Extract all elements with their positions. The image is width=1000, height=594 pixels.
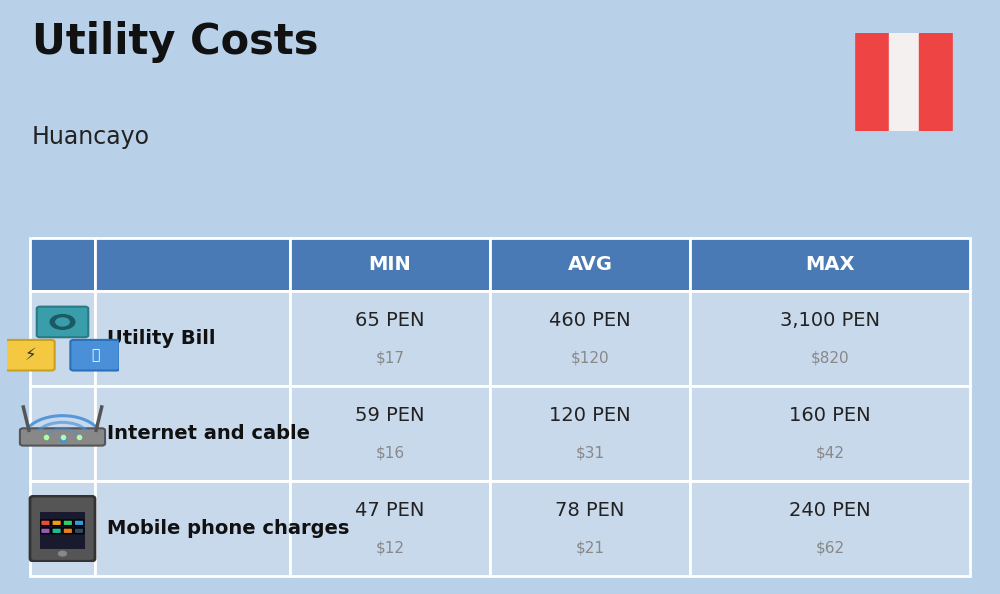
- FancyBboxPatch shape: [41, 520, 50, 526]
- Text: $42: $42: [816, 446, 844, 461]
- Text: 160 PEN: 160 PEN: [789, 406, 871, 425]
- FancyBboxPatch shape: [30, 238, 95, 291]
- FancyBboxPatch shape: [690, 238, 970, 291]
- Text: MIN: MIN: [369, 255, 411, 274]
- FancyBboxPatch shape: [95, 386, 290, 481]
- Text: ⚡: ⚡: [24, 346, 36, 364]
- Text: 78 PEN: 78 PEN: [555, 501, 625, 520]
- FancyBboxPatch shape: [5, 340, 55, 371]
- FancyBboxPatch shape: [490, 481, 690, 576]
- Text: AVG: AVG: [568, 255, 612, 274]
- FancyBboxPatch shape: [30, 481, 95, 576]
- FancyBboxPatch shape: [74, 528, 84, 533]
- Text: 65 PEN: 65 PEN: [355, 311, 425, 330]
- Text: Huancayo: Huancayo: [32, 125, 150, 148]
- Text: $12: $12: [376, 541, 404, 556]
- Text: 💧: 💧: [91, 348, 99, 362]
- FancyBboxPatch shape: [690, 291, 970, 386]
- Text: 47 PEN: 47 PEN: [355, 501, 425, 520]
- FancyBboxPatch shape: [690, 386, 970, 481]
- Text: MAX: MAX: [805, 255, 855, 274]
- Bar: [855, 33, 889, 131]
- FancyBboxPatch shape: [37, 307, 88, 337]
- FancyBboxPatch shape: [63, 520, 73, 526]
- Text: 460 PEN: 460 PEN: [549, 311, 631, 330]
- Text: $17: $17: [376, 350, 404, 366]
- Bar: [919, 33, 953, 131]
- Text: $62: $62: [815, 541, 845, 556]
- FancyBboxPatch shape: [95, 481, 290, 576]
- FancyBboxPatch shape: [41, 528, 50, 533]
- FancyBboxPatch shape: [63, 528, 73, 533]
- FancyBboxPatch shape: [70, 340, 120, 371]
- Text: $21: $21: [576, 541, 604, 556]
- Circle shape: [50, 315, 75, 329]
- FancyBboxPatch shape: [290, 291, 490, 386]
- Text: $31: $31: [575, 446, 605, 461]
- Text: Internet and cable: Internet and cable: [107, 424, 310, 443]
- FancyBboxPatch shape: [290, 386, 490, 481]
- FancyBboxPatch shape: [30, 496, 95, 561]
- Text: Utility Costs: Utility Costs: [32, 21, 318, 63]
- Text: Utility Bill: Utility Bill: [107, 329, 216, 348]
- FancyBboxPatch shape: [52, 520, 61, 526]
- FancyBboxPatch shape: [490, 238, 690, 291]
- Text: $120: $120: [571, 350, 609, 366]
- Bar: [40, 512, 85, 549]
- Text: 240 PEN: 240 PEN: [789, 501, 871, 520]
- Bar: [889, 33, 919, 131]
- Circle shape: [56, 318, 69, 326]
- FancyBboxPatch shape: [30, 386, 95, 481]
- Text: 3,100 PEN: 3,100 PEN: [780, 311, 880, 330]
- Text: $16: $16: [375, 446, 405, 461]
- FancyBboxPatch shape: [290, 481, 490, 576]
- FancyBboxPatch shape: [95, 291, 290, 386]
- FancyBboxPatch shape: [852, 29, 956, 135]
- FancyBboxPatch shape: [690, 481, 970, 576]
- Text: 59 PEN: 59 PEN: [355, 406, 425, 425]
- FancyBboxPatch shape: [95, 238, 290, 291]
- Text: Mobile phone charges: Mobile phone charges: [107, 519, 349, 538]
- FancyBboxPatch shape: [30, 291, 95, 386]
- FancyBboxPatch shape: [52, 528, 61, 533]
- FancyBboxPatch shape: [490, 386, 690, 481]
- FancyBboxPatch shape: [74, 520, 84, 526]
- FancyBboxPatch shape: [290, 238, 490, 291]
- FancyBboxPatch shape: [20, 428, 105, 446]
- Circle shape: [59, 551, 66, 556]
- Text: 120 PEN: 120 PEN: [549, 406, 631, 425]
- FancyBboxPatch shape: [490, 291, 690, 386]
- Text: $820: $820: [811, 350, 849, 366]
